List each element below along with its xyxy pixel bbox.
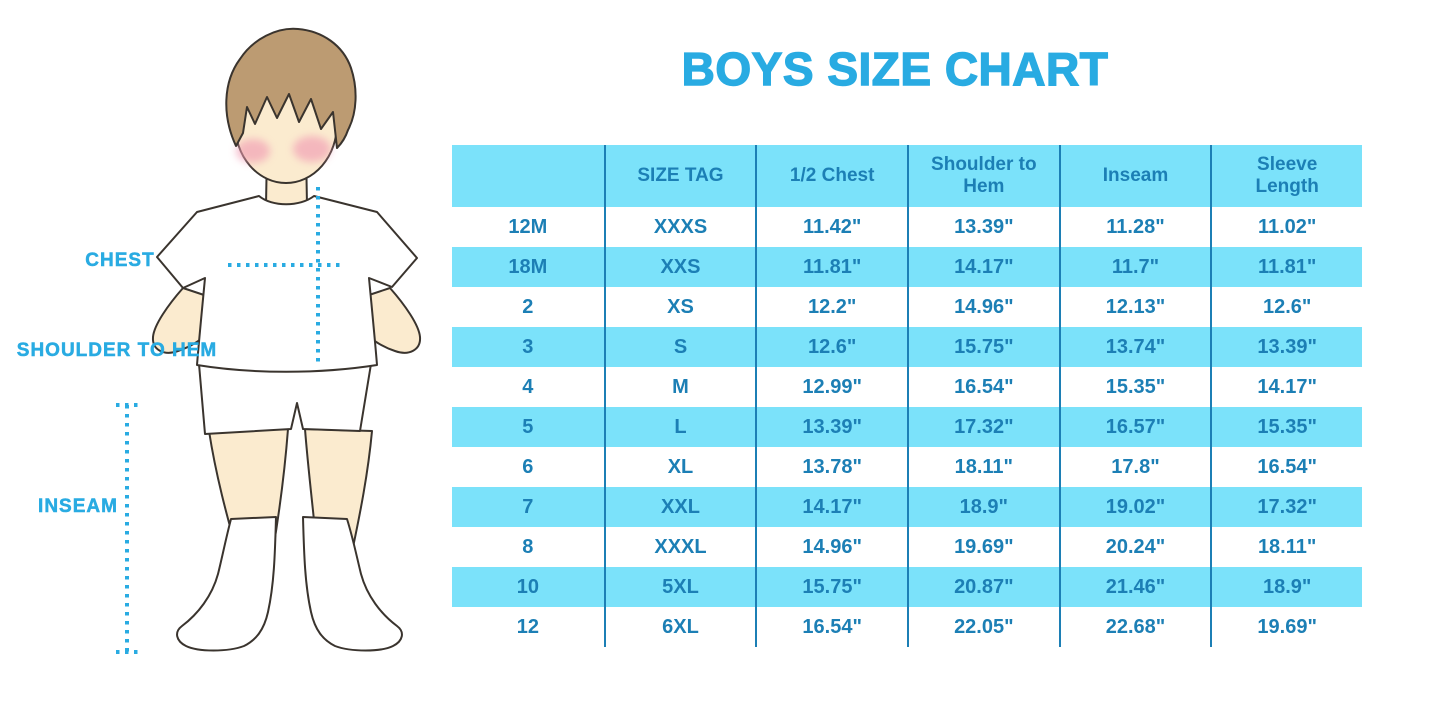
table-cell: 15.35" — [1210, 407, 1362, 447]
table-cell: 11.02" — [1210, 207, 1362, 247]
tshirt-graphic — [156, 195, 418, 373]
table-cell: 11.81" — [755, 247, 907, 287]
size-table-row: 18M XXS 11.81" 14.17" 11.7" 11.81" — [452, 247, 1362, 287]
table-cell: XL — [603, 447, 756, 487]
table-cell: L — [603, 407, 756, 447]
table-cell: XXXL — [603, 527, 756, 567]
size-table-row: 4 M 12.99" 16.54" 15.35" 14.17" — [452, 367, 1362, 407]
corner-cell — [452, 145, 604, 207]
table-cell: 13.39" — [907, 207, 1059, 247]
size-table-row: 10 5XL 15.75" 20.87" 21.46" 18.9" — [452, 567, 1362, 607]
row-label: 18M — [508, 255, 548, 278]
row-label: 3 — [522, 335, 534, 358]
table-cell: 6XL — [603, 607, 756, 647]
row-label: 5 — [522, 415, 534, 438]
size-table-row: 8 XXXL 14.96" 19.69" 20.24" 18.11" — [452, 527, 1362, 567]
table-cell: 5XL — [603, 567, 756, 607]
table-cell: 11.42" — [755, 207, 907, 247]
table-cell: 18.9" — [907, 487, 1059, 527]
table-cell: 22.05" — [907, 607, 1059, 647]
chest-label: CHEST — [85, 250, 155, 272]
column-header: Shoulder to Hem — [907, 145, 1059, 207]
table-cell: 15.75" — [907, 327, 1059, 367]
column-header: SIZE TAG — [603, 145, 756, 207]
size-table-header-row: SIZE TAG 1/2 Chest Shoulder to Hem Inseam Sl… — [452, 145, 1362, 207]
cheek-graphic — [293, 136, 331, 162]
size-table-row: 5 L 13.39" 17.32" 16.57" 15.35" — [452, 407, 1362, 447]
table-cell: XXS — [603, 247, 756, 287]
page-title: BOYS SIZE CHART — [681, 42, 1109, 95]
size-table-row: 12M XXXS 11.42" 13.39" 11.28" 11.02" — [452, 207, 1362, 247]
table-cell: M — [603, 367, 756, 407]
table-cell: 19.69" — [907, 527, 1059, 567]
row-label: 10 — [516, 575, 539, 598]
table-cell: 11.81" — [1210, 247, 1362, 287]
table-cell: 13.39" — [755, 407, 907, 447]
table-cell: 13.78" — [755, 447, 907, 487]
table-cell: 11.7" — [1058, 247, 1211, 287]
size-table: SIZE TAG 1/2 Chest Shoulder to Hem Inseam Sl… — [452, 145, 1362, 647]
row-label: 12 — [516, 615, 539, 638]
table-cell: 16.54" — [755, 607, 907, 647]
cheek-graphic — [236, 139, 270, 163]
table-cell: 14.96" — [907, 287, 1059, 327]
boy-figure-graphic — [116, 27, 422, 654]
row-label: 12M — [508, 215, 548, 238]
table-cell: 14.17" — [755, 487, 907, 527]
size-table-row: 12 6XL 16.54" 22.05" 22.68" 19.69" — [452, 607, 1362, 647]
table-cell: XXXS — [603, 207, 756, 247]
shoulder-to-hem-label: SHOULDER TO HEM — [16, 340, 218, 362]
table-cell: 20.87" — [907, 567, 1059, 607]
row-label: 4 — [522, 375, 534, 398]
table-cell: S — [603, 327, 756, 367]
right-sock-graphic — [302, 516, 403, 652]
table-cell: 15.35" — [1058, 367, 1211, 407]
left-sock-graphic — [176, 516, 277, 652]
size-table-row: 6 XL 13.78" 18.11" 17.8" 16.54" — [452, 447, 1362, 487]
row-label: 6 — [522, 455, 534, 478]
table-cell: 21.46" — [1058, 567, 1211, 607]
table-cell: 17.32" — [907, 407, 1059, 447]
table-cell: 18.9" — [1210, 567, 1362, 607]
table-cell: 16.57" — [1058, 407, 1211, 447]
table-cell: 14.96" — [755, 527, 907, 567]
table-cell: 22.68" — [1058, 607, 1211, 647]
size-table-row: 3 S 12.6" 15.75" 13.74" 13.39" — [452, 327, 1362, 367]
table-cell: 17.32" — [1210, 487, 1362, 527]
column-header: 1/2 Chest — [755, 145, 907, 207]
table-cell: 14.17" — [1210, 367, 1362, 407]
size-table-row: 7 XXL 14.17" 18.9" 19.02" 17.32" — [452, 487, 1362, 527]
table-cell: 15.75" — [755, 567, 907, 607]
table-cell: 12.2" — [755, 287, 907, 327]
table-cell: XS — [603, 287, 756, 327]
hair-graphic — [225, 27, 357, 149]
size-table-row: 2 XS 12.2" 14.96" 12.13" 12.6" — [452, 287, 1362, 327]
table-cell: 17.8" — [1058, 447, 1211, 487]
column-header: Inseam — [1058, 145, 1211, 207]
table-cell: 11.28" — [1058, 207, 1211, 247]
row-label: 8 — [522, 535, 534, 558]
table-cell: 16.54" — [907, 367, 1059, 407]
table-cell: 18.11" — [1210, 527, 1362, 567]
table-cell: XXL — [603, 487, 756, 527]
row-label: 2 — [522, 295, 534, 318]
boy-measurement-illustration: CHEST SHOULDER TO HEM INSEAM — [0, 0, 450, 723]
table-cell: 12.13" — [1058, 287, 1211, 327]
table-cell: 12.6" — [755, 327, 907, 367]
row-label: 7 — [522, 495, 534, 518]
column-header: Sleeve Length — [1210, 145, 1362, 207]
inseam-label: INSEAM — [38, 496, 118, 518]
table-cell: 16.54" — [1210, 447, 1362, 487]
table-cell: 19.02" — [1058, 487, 1211, 527]
table-cell: 14.17" — [907, 247, 1059, 287]
table-cell: 13.39" — [1210, 327, 1362, 367]
table-cell: 18.11" — [907, 447, 1059, 487]
table-cell: 12.99" — [755, 367, 907, 407]
table-cell: 19.69" — [1210, 607, 1362, 647]
shorts-graphic — [198, 363, 372, 435]
table-cell: 12.6" — [1210, 287, 1362, 327]
table-cell: 13.74" — [1058, 327, 1211, 367]
table-cell: 20.24" — [1058, 527, 1211, 567]
